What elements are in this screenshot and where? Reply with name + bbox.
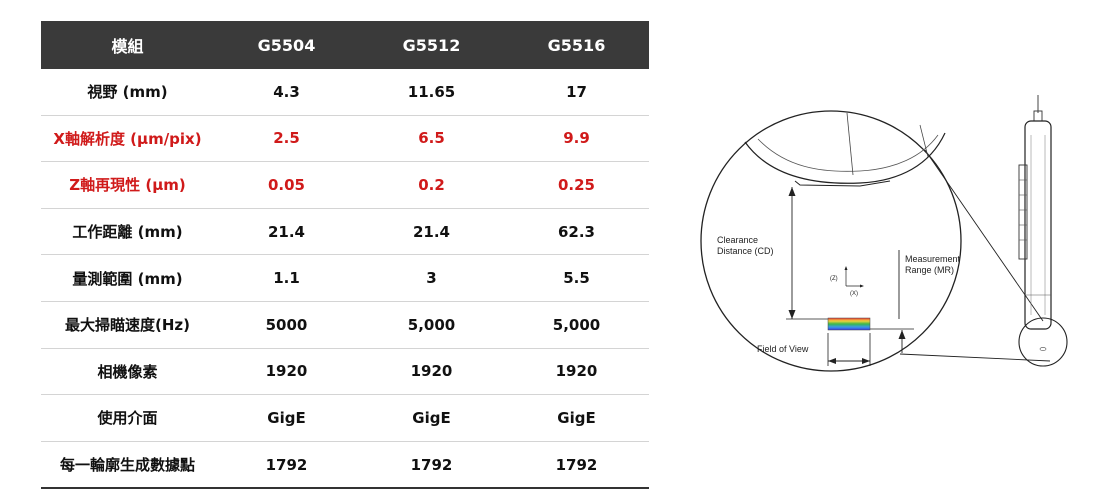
cell-value: 0.2 xyxy=(359,161,504,209)
cell-value: 2.5 xyxy=(214,115,359,163)
cell-value: 11.65 xyxy=(359,69,504,116)
cell-value: 1920 xyxy=(359,348,504,396)
cell-value: 5.5 xyxy=(504,254,649,302)
row-label: X軸解析度 (μm/pix) xyxy=(41,115,214,163)
cell-value: 5,000 xyxy=(504,301,649,349)
table-row: 相機像素 1920 1920 1920 xyxy=(41,348,649,396)
row-label: 視野 (mm) xyxy=(41,69,214,116)
connector-line xyxy=(924,149,1044,322)
cell-value: 9.9 xyxy=(504,115,649,163)
cell-value: 1792 xyxy=(214,441,359,489)
cell-value: 0.25 xyxy=(504,161,649,209)
cell-value: 1792 xyxy=(359,441,504,489)
row-label: 量測範圍 (mm) xyxy=(41,254,214,302)
header-model: 模組 xyxy=(111,37,144,56)
cell-value: 4.3 xyxy=(214,69,359,116)
row-label: 每一輪廓生成數據點 xyxy=(41,441,214,489)
field-of-view-label: Field of View xyxy=(757,344,809,354)
cell-value: GigE xyxy=(504,394,649,442)
cell-value: 1.1 xyxy=(214,254,359,302)
cell-value: 6.5 xyxy=(359,115,504,163)
sensor-head-shape xyxy=(744,132,946,184)
cell-value: 21.4 xyxy=(359,208,504,256)
table-row: 量測範圍 (mm) 1.1 3 5.5 xyxy=(41,254,649,302)
cell-value: 21.4 xyxy=(214,208,359,256)
header-g5512: G5512 xyxy=(402,35,461,55)
field-of-view-bar xyxy=(827,317,871,331)
sensor-device xyxy=(1024,120,1052,330)
row-label: 使用介面 xyxy=(41,394,214,442)
cell-value: GigE xyxy=(214,394,359,442)
cell-value: 5,000 xyxy=(359,301,504,349)
table-row: X軸解析度 (μm/pix) 2.5 6.5 9.9 xyxy=(41,115,649,163)
table-row: 使用介面 GigE GigE GigE xyxy=(41,394,649,442)
table-row: 每一輪廓生成數據點 1792 1792 1792 xyxy=(41,441,649,489)
cell-value: 3 xyxy=(359,254,504,302)
row-label: 工作距離 (mm) xyxy=(41,208,214,256)
connector-line xyxy=(899,353,1051,362)
sensor-tip-circle xyxy=(1018,317,1068,367)
axis-x-label: (X) xyxy=(850,291,858,297)
table-row: 最大掃瞄速度(Hz) 5000 5,000 5,000 xyxy=(41,301,649,349)
measurement-range-label: Measurement Range (MR) xyxy=(905,254,961,275)
row-label: 最大掃瞄速度(Hz) xyxy=(41,301,214,349)
spec-table: 模組 G5504 G5512 G5516 視野 (mm) 4.3 11.65 1… xyxy=(41,21,649,489)
diagram-illustration xyxy=(700,95,1068,372)
table-row: 視野 (mm) 4.3 11.65 17 xyxy=(41,69,649,116)
header-g5516: G5516 xyxy=(547,35,606,55)
cell-value: GigE xyxy=(359,394,504,442)
row-label: Z軸再現性 (μm) xyxy=(41,161,214,209)
table-header-row: 模組 G5504 G5512 G5516 xyxy=(41,21,649,69)
cell-value: 0.05 xyxy=(214,161,359,209)
sensor-diagram: Clearance Distance (CD) Measurement Rang… xyxy=(700,95,1090,435)
cell-value: 62.3 xyxy=(504,208,649,256)
clearance-distance-label: Clearance Distance (CD) xyxy=(717,235,774,256)
table-row: Z軸再現性 (μm) 0.05 0.2 0.25 xyxy=(41,161,649,209)
cell-value: 17 xyxy=(504,69,649,116)
table-row: 工作距離 (mm) 21.4 21.4 62.3 xyxy=(41,208,649,256)
cell-value: 1920 xyxy=(504,348,649,396)
cell-value: 1792 xyxy=(504,441,649,489)
row-label: 相機像素 xyxy=(41,348,214,396)
header-g5504: G5504 xyxy=(257,35,316,55)
axis-z-label: (Z) xyxy=(830,276,838,282)
cell-value: 1920 xyxy=(214,348,359,396)
magnifier-circle xyxy=(700,110,962,372)
cell-value: 5000 xyxy=(214,301,359,349)
